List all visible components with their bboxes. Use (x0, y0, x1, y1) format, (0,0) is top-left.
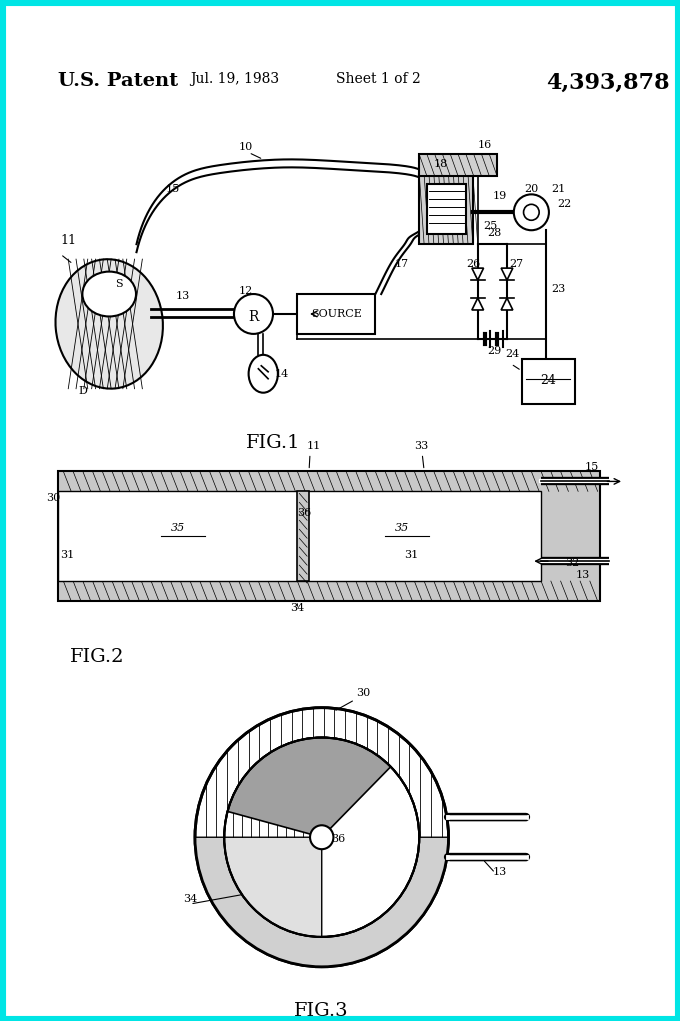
Text: D: D (78, 386, 87, 395)
Text: 13: 13 (575, 570, 590, 580)
Text: 30: 30 (46, 494, 60, 504)
Text: 36: 36 (298, 508, 312, 518)
Text: 13: 13 (176, 291, 190, 301)
Text: 33: 33 (414, 440, 429, 451)
Polygon shape (472, 268, 484, 281)
Text: 24: 24 (540, 374, 556, 387)
Wedge shape (227, 737, 391, 838)
Bar (298, 294, 376, 334)
Text: 4,393,878: 4,393,878 (546, 72, 670, 94)
Circle shape (310, 825, 333, 849)
Text: 23: 23 (551, 284, 565, 294)
Text: 18: 18 (434, 160, 448, 169)
Bar (59, 492, 541, 581)
Bar (427, 184, 466, 234)
Text: FIG.2: FIG.2 (70, 648, 125, 666)
Text: 29: 29 (487, 346, 502, 355)
Text: 34: 34 (183, 894, 197, 904)
Text: S: S (115, 280, 123, 289)
Polygon shape (472, 298, 484, 310)
Text: 24: 24 (505, 349, 519, 358)
Bar (298, 492, 309, 581)
Text: 20: 20 (524, 184, 539, 195)
Bar (419, 174, 473, 244)
Circle shape (224, 737, 419, 937)
Text: 31: 31 (405, 550, 419, 560)
Text: 22: 22 (558, 200, 572, 209)
Text: 19: 19 (492, 191, 507, 202)
Text: 34: 34 (290, 603, 305, 613)
Text: 30: 30 (356, 688, 370, 697)
Circle shape (234, 294, 273, 334)
Text: 25: 25 (484, 221, 498, 231)
Text: 13: 13 (492, 867, 507, 878)
Circle shape (514, 195, 549, 230)
Text: 27: 27 (509, 259, 523, 269)
Text: 17: 17 (395, 259, 409, 269)
Wedge shape (195, 838, 448, 967)
Text: 35: 35 (395, 523, 409, 534)
Text: 21: 21 (551, 184, 565, 195)
Text: R: R (248, 310, 259, 324)
Circle shape (195, 708, 448, 967)
Wedge shape (224, 838, 322, 937)
Text: Jul. 19, 1983: Jul. 19, 1983 (190, 72, 279, 86)
Text: 14: 14 (275, 369, 289, 379)
Text: FIG.1: FIG.1 (246, 433, 300, 452)
Text: 10: 10 (239, 141, 253, 152)
Text: Sheet 1 of 2: Sheet 1 of 2 (337, 72, 421, 86)
Text: 15: 15 (585, 463, 599, 472)
Bar (521, 358, 575, 403)
Bar (59, 471, 599, 601)
Ellipse shape (56, 259, 163, 389)
Text: 12: 12 (239, 286, 253, 296)
Text: SOURCE: SOURCE (311, 309, 362, 318)
Text: 35: 35 (171, 523, 185, 534)
Ellipse shape (249, 355, 278, 392)
Text: U.S. Patent: U.S. Patent (59, 72, 178, 90)
Polygon shape (501, 298, 513, 310)
Text: 31: 31 (61, 550, 75, 560)
Text: 36: 36 (332, 835, 346, 844)
Text: 15: 15 (166, 184, 180, 195)
Bar (419, 155, 497, 176)
Ellipse shape (82, 271, 136, 316)
Circle shape (523, 205, 539, 220)
Text: 32: 32 (565, 558, 580, 568)
Text: FIG.3: FIG.3 (294, 1001, 349, 1020)
Text: 11: 11 (61, 234, 77, 247)
Polygon shape (501, 268, 513, 281)
Text: 26: 26 (466, 259, 480, 269)
Text: 11: 11 (307, 440, 321, 451)
Text: 28: 28 (487, 228, 502, 239)
Text: 16: 16 (477, 139, 492, 150)
